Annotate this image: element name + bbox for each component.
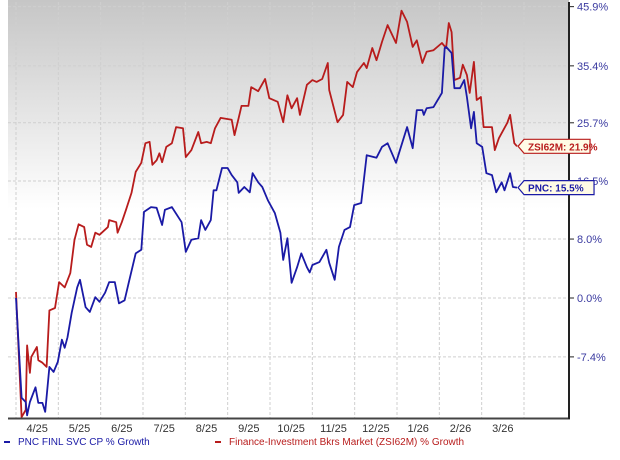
x-tick-label: 6/25 [111, 423, 132, 435]
end-tag-label: ZSI62M: 21.9% [528, 142, 598, 153]
end-value-tags: ZSI62M: 21.9% PNC: 15.5% [517, 138, 598, 196]
zsi62m-end-tag: ZSI62M: 21.9% [517, 138, 598, 154]
end-tag-box [517, 138, 591, 154]
legend-label-zsi: Finance-Investment Bkrs Market (ZSI62M) … [229, 437, 465, 448]
legend-swatch-zsi [215, 441, 221, 444]
x-tick-label: 2/26 [450, 423, 471, 435]
x-tick-label: 3/26 [492, 423, 513, 435]
x-tick-label: 7/25 [153, 423, 174, 435]
gridlines [8, 2, 569, 418]
legend-label-pnc: PNC FINL SVC CP % Growth [18, 437, 150, 448]
y-tick-label: 35.4% [577, 61, 608, 73]
pnc-growth-line [15, 46, 518, 417]
x-tick-label: 8/25 [196, 423, 217, 435]
x-axis-ticks: 4/25 5/25 6/25 7/25 8/25 9/25 10/25 11/25 12/25 1… [26, 423, 513, 435]
x-tick-label: 10/25 [277, 423, 305, 435]
y-tick-label: -7.4% [577, 352, 606, 364]
series-lines [15, 9, 518, 419]
x-tick-label: 11/25 [320, 423, 347, 435]
legend-item-zsi: Finance-Investment Bkrs Market (ZSI62M) … [215, 437, 464, 448]
plot-area [8, 0, 569, 418]
x-tick-label: 4/25 [26, 423, 47, 435]
x-tick-label: 12/25 [362, 423, 390, 435]
pnc-end-tag: PNC: 15.5% [517, 180, 595, 196]
x-tick-label: 5/25 [69, 423, 90, 435]
legend-item-pnc: PNC FINL SVC CP % Growth [4, 437, 150, 448]
y-tick-label: 8.0% [577, 234, 602, 246]
x-tick-label: 9/25 [238, 423, 259, 435]
y-tick-label: 0.0% [577, 293, 602, 305]
end-tag-label: PNC: 15.5% [528, 184, 584, 195]
y-tick-label: 25.7% [577, 118, 608, 130]
legend-swatch-pnc [4, 441, 10, 444]
x-tick-label: 1/26 [407, 423, 428, 435]
y-tick-label: 45.9% [577, 2, 608, 14]
end-tag-box [517, 180, 595, 196]
